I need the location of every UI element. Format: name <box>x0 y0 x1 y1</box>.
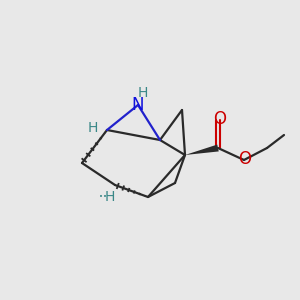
Text: H: H <box>138 86 148 100</box>
Text: N: N <box>132 96 144 114</box>
Text: H: H <box>88 121 98 135</box>
Text: O: O <box>238 150 251 168</box>
Text: ••: •• <box>99 194 107 200</box>
Polygon shape <box>185 145 219 155</box>
Text: H: H <box>105 190 115 204</box>
Text: O: O <box>214 110 226 128</box>
